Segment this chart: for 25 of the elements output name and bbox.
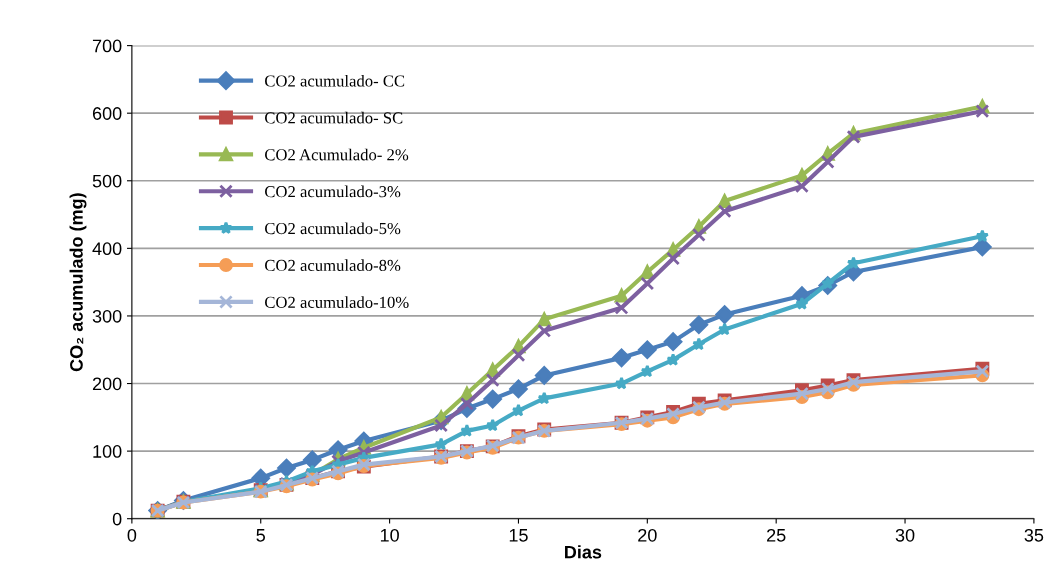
y-tick-label: 100 [93,445,122,458]
legend-label: CO2 Acumulado- 2% [265,148,409,161]
legend-label: CO2 acumulado-8% [265,259,401,272]
y-tick-label: 0 [112,512,122,526]
y-tick-label: 200 [92,377,122,391]
x-tick-label: 5 [256,529,265,542]
x-axis-title: Dias [565,545,602,559]
legend-label: CO2 acumulado- CC [265,74,405,87]
x-tick-label: 10 [380,528,399,542]
y-tick-label: 300 [92,309,122,323]
legend-label: CO2 acumulado-10% [265,296,409,308]
x-tick-label: 15 [509,529,528,542]
y-tick-label: 500 [92,174,122,188]
x-tick-label: 0 [127,528,137,542]
legend-label: CO2 acumulado- SC [265,111,403,124]
y-tick-label: 700 [92,39,122,53]
y-axis-title: CO₂ acumulado (mg) [69,193,87,372]
x-tick-label: 25 [767,528,786,542]
x-tick-label: 35 [1024,528,1044,542]
legend-label: CO2 acumulado-3% [265,185,401,198]
x-tick-label: 20 [638,528,657,542]
x-tick-label: 30 [895,528,915,542]
legend-label: CO2 acumulado-5% [265,222,401,235]
y-tick-label: 600 [92,107,122,120]
y-tick-label: 400 [92,242,122,256]
